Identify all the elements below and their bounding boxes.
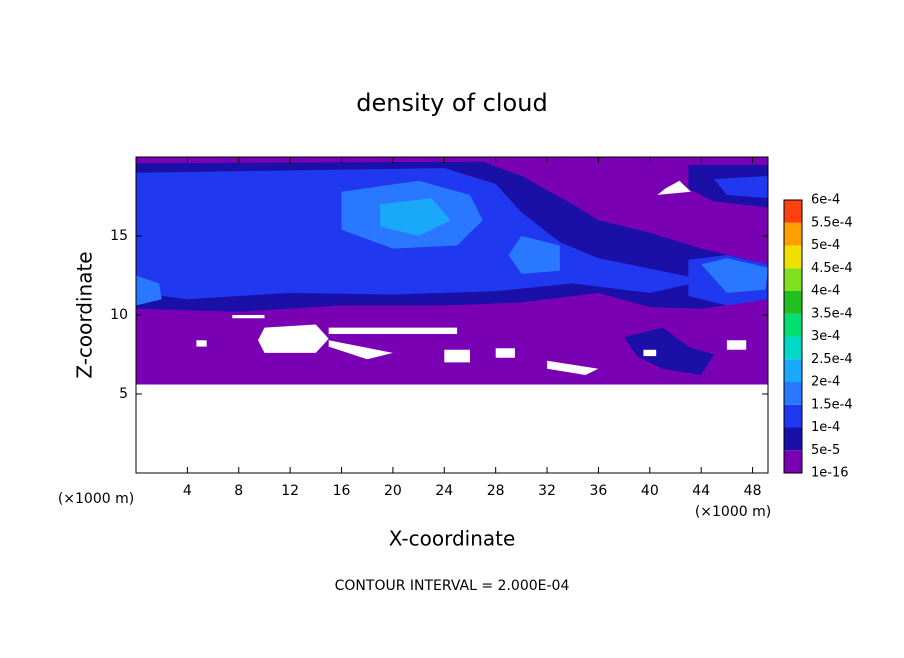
colorbar-band (784, 382, 802, 405)
colorbar-band (784, 245, 802, 269)
empty-region (328, 340, 393, 360)
colorbar-band (784, 450, 802, 473)
x-tick-label: 36 (590, 483, 608, 499)
colorbar-label: 1e-16 (811, 466, 849, 481)
footnote: CONTOUR INTERVAL = 2.000E-04 (335, 578, 570, 594)
empty-region (196, 340, 207, 347)
empty-region (495, 348, 515, 358)
y-tick-label: 15 (110, 228, 128, 244)
colorbar-label: 1e-4 (811, 420, 840, 435)
empty-region (232, 315, 265, 319)
empty-region (547, 360, 599, 375)
x-tick-label: 16 (333, 483, 351, 499)
contour-region (714, 176, 768, 199)
x-tick-label: 28 (487, 483, 505, 499)
contour-region (508, 236, 560, 274)
colorbar-label: 5e-4 (811, 238, 840, 253)
y-unit: (×1000 m) (58, 491, 134, 507)
colorbar-label: 5e-5 (811, 443, 840, 458)
contour-region (701, 258, 768, 293)
empty-region (444, 349, 470, 363)
x-tick-label: 32 (538, 483, 556, 499)
empty-region (726, 340, 747, 350)
x-tick-label: 12 (281, 483, 299, 499)
colorbar-band (784, 427, 802, 451)
colorbar-band (784, 291, 802, 314)
colorbar-band (784, 268, 802, 291)
chart-title: density of cloud (356, 89, 547, 117)
empty-region (258, 324, 329, 353)
colorbar-label: 5.5e-4 (811, 215, 853, 230)
x-tick-label: 24 (435, 483, 453, 499)
empty-region (657, 180, 691, 195)
x-axis-label: X-coordinate (389, 527, 516, 551)
x-tick-label: 44 (692, 483, 710, 499)
x-tick-label: 8 (234, 483, 243, 499)
contour-region (136, 275, 162, 306)
y-axis-label: Z-coordinate (73, 251, 97, 378)
x-tick-label: 48 (744, 483, 762, 499)
colorbar-frame (783, 199, 803, 474)
colorbar-band (784, 222, 802, 246)
contour-region (380, 198, 451, 236)
contour-region (624, 327, 714, 375)
colorbar-label: 6e-4 (811, 193, 840, 208)
colorbar-label: 2.5e-4 (811, 352, 853, 367)
colorbar-label: 3.5e-4 (811, 306, 853, 321)
colorbar-label: 4.5e-4 (811, 261, 853, 276)
x-tick-label: 40 (641, 483, 659, 499)
x-unit: (×1000 m) (695, 504, 771, 520)
colorbar-band (784, 404, 802, 428)
colorbar-band (784, 200, 802, 223)
empty-region (328, 327, 458, 334)
colorbar-band (784, 336, 802, 360)
colorbar-band (784, 313, 802, 337)
colorbar-label: 1.5e-4 (811, 397, 853, 412)
colorbar-label: 2e-4 (811, 375, 840, 390)
empty-region (643, 349, 657, 357)
x-tick-label: 4 (183, 483, 192, 499)
x-tick-label: 20 (384, 483, 402, 499)
colorbar-label: 3e-4 (811, 329, 840, 344)
colorbar-label: 4e-4 (811, 284, 840, 299)
y-tick-label: 5 (119, 386, 128, 402)
colorbar-band (784, 359, 802, 382)
y-tick-label: 10 (110, 307, 128, 323)
